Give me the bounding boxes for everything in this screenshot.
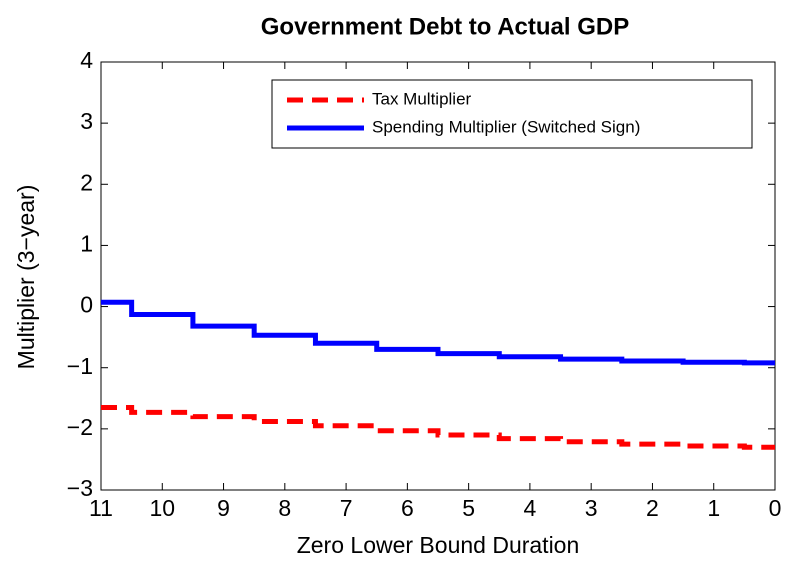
- legend-label: Tax Multiplier: [372, 89, 472, 108]
- x-tick-label: 0: [769, 495, 782, 521]
- plot-frame: [100, 61, 776, 491]
- x-tick-label: 2: [646, 495, 659, 521]
- x-tick-label: 5: [462, 495, 475, 521]
- x-tick-label: 1: [707, 495, 720, 521]
- data-line: [101, 299, 775, 366]
- y-tick-label: 0: [80, 292, 93, 318]
- y-tick-label: 1: [80, 231, 93, 257]
- y-tick-label: 3: [80, 108, 93, 134]
- y-tick-label: 2: [80, 169, 93, 195]
- y-tick-label: −2: [67, 414, 93, 440]
- x-tick-label: 9: [217, 495, 230, 521]
- x-tick-label: 6: [401, 495, 414, 521]
- data-line: [101, 404, 775, 450]
- y-axis-label: Multiplier (3−year): [13, 185, 39, 370]
- y-tick-label: 4: [80, 47, 93, 73]
- x-tick-label: 3: [585, 495, 598, 521]
- x-tick-label: 8: [278, 495, 291, 521]
- y-tick-label: −1: [67, 353, 93, 379]
- y-tick-label: −3: [67, 475, 93, 501]
- chart-title: Government Debt to Actual GDP: [261, 13, 629, 40]
- x-axis-label: Zero Lower Bound Duration: [297, 532, 580, 558]
- x-tick-label: 11: [89, 495, 113, 521]
- x-tick-label: 4: [524, 495, 537, 521]
- legend-box: [271, 79, 753, 149]
- x-tick-label: 7: [340, 495, 353, 521]
- legend-label: Spending Multiplier (Switched Sign): [372, 117, 640, 136]
- x-tick-label: 10: [149, 495, 175, 521]
